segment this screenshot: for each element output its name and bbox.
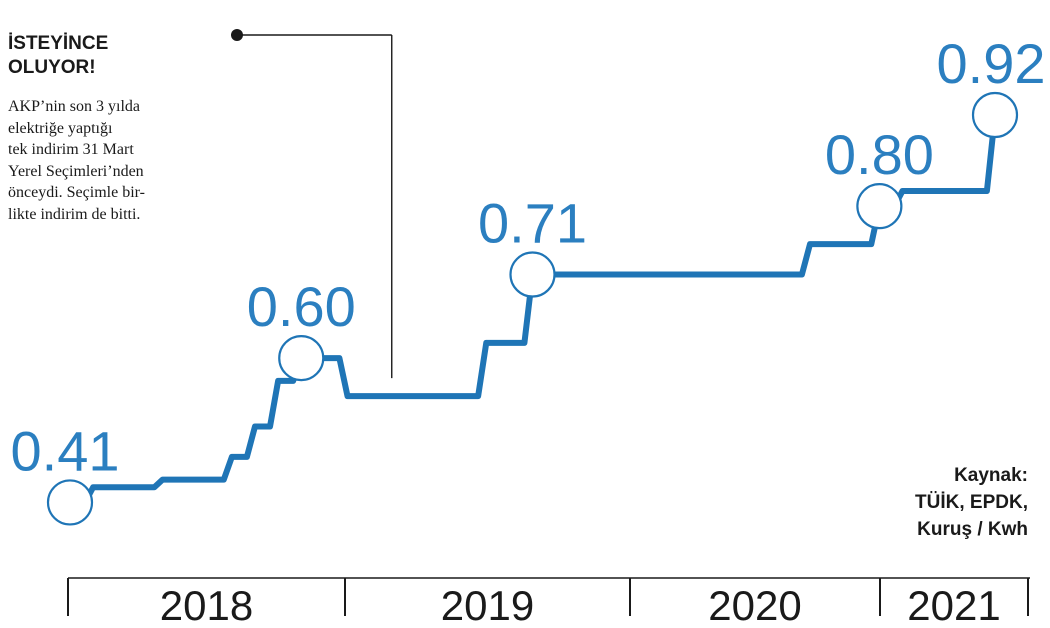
annotation-dot <box>231 29 243 41</box>
x-tick-label: 2021 <box>907 582 1000 628</box>
annotation-line: likte indirim de bitti. <box>8 205 141 223</box>
x-tick-label: 2018 <box>160 582 253 628</box>
x-tick-label: 2020 <box>708 582 801 628</box>
data-label: 0.71 <box>478 192 587 255</box>
headline: İSTEYİNCE OLUYOR! <box>8 32 248 80</box>
source-line: Kuruş / Kwh <box>917 519 1028 540</box>
annotation-text: AKP’nin son 3 yılda elektriğe yaptığı te… <box>8 96 233 225</box>
data-label: 0.41 <box>11 419 120 482</box>
annotation-line: elektriğe yaptığı <box>8 119 113 137</box>
source-note: Kaynak: TÜİK, EPDK, Kuruş / Kwh <box>915 462 1028 543</box>
x-tick-label: 2019 <box>441 582 534 628</box>
data-point-marker <box>46 479 94 526</box>
data-label: 0.80 <box>825 123 934 186</box>
annotation-line: önceydi. Seçimle bir- <box>8 184 145 201</box>
annotation-line: Yerel Seçimleri’nden <box>8 162 144 180</box>
data-point-marker <box>509 251 556 298</box>
data-label: 0.60 <box>247 275 356 338</box>
annotation-line: tek indirim 31 Mart <box>8 141 134 158</box>
data-label: 0.92 <box>937 32 1046 95</box>
headline-line: İSTEYİNCE <box>8 33 109 54</box>
source-line: TÜİK, EPDK, <box>915 492 1028 513</box>
data-point-marker <box>856 183 903 230</box>
series-line <box>67 112 998 506</box>
headline-line: OLUYOR! <box>8 57 96 78</box>
annotation-line: AKP’nin son 3 yılda <box>8 98 140 115</box>
data-point-marker <box>971 91 1019 139</box>
data-point-marker <box>278 334 325 382</box>
source-line: Kaynak: <box>954 465 1028 486</box>
